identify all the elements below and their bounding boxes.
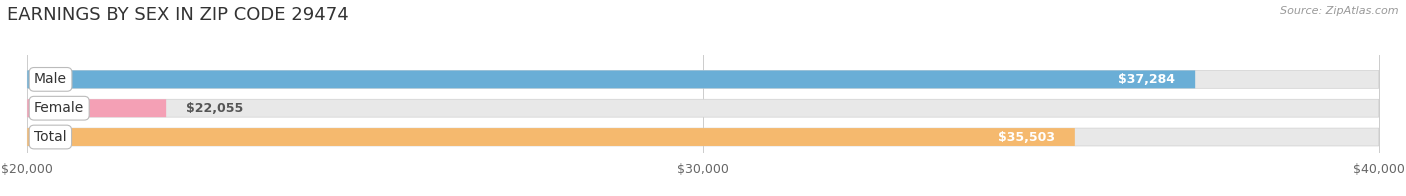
Text: $22,055: $22,055: [187, 102, 243, 115]
FancyBboxPatch shape: [27, 128, 1379, 146]
Text: $35,503: $35,503: [998, 131, 1054, 143]
Text: Female: Female: [34, 101, 84, 115]
Text: Male: Male: [34, 72, 67, 86]
FancyBboxPatch shape: [27, 99, 166, 117]
FancyBboxPatch shape: [27, 128, 1074, 146]
Text: Source: ZipAtlas.com: Source: ZipAtlas.com: [1281, 6, 1399, 16]
Text: EARNINGS BY SEX IN ZIP CODE 29474: EARNINGS BY SEX IN ZIP CODE 29474: [7, 6, 349, 24]
Text: Total: Total: [34, 130, 66, 144]
FancyBboxPatch shape: [27, 99, 1379, 117]
Text: $37,284: $37,284: [1118, 73, 1175, 86]
FancyBboxPatch shape: [27, 70, 1195, 88]
FancyBboxPatch shape: [27, 70, 1379, 88]
